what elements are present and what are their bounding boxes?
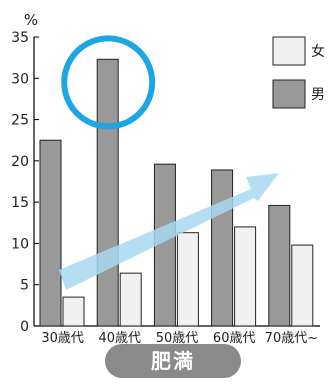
x-tick-label: 70歳代~	[265, 331, 318, 346]
legend-label: 女	[311, 43, 325, 60]
x-tick-label: 50歳代	[156, 331, 199, 346]
x-tick-label: 30歳代	[41, 331, 84, 346]
x-tick-label: 40歳代	[99, 331, 142, 346]
y-tick-label: 30	[11, 71, 29, 87]
bar-male	[39, 139, 62, 327]
bar-female	[62, 296, 85, 327]
bar-male	[211, 169, 234, 327]
highlight-circle	[61, 35, 156, 130]
y-tick-label: 15	[11, 195, 29, 211]
bar-female	[176, 232, 199, 327]
y-tick-label: 0	[20, 319, 29, 335]
legend-swatch	[272, 79, 306, 109]
bar-female	[291, 244, 314, 327]
bar-female	[234, 226, 257, 327]
y-tick-label: 10	[11, 236, 29, 252]
bar-male	[96, 58, 119, 327]
y-tick-label: 5	[20, 278, 29, 294]
legend-swatch	[272, 36, 306, 66]
x-tick-label: 60歳代	[213, 331, 256, 346]
bar-female	[119, 272, 142, 327]
y-tick-label: 20	[11, 154, 29, 170]
trend-arrow	[59, 173, 279, 290]
legend-label: 男	[311, 87, 325, 103]
y-unit-label: %	[24, 11, 38, 29]
y-tick-label: 25	[11, 113, 29, 129]
bar-male	[268, 204, 291, 327]
topic-badge: 肥満	[105, 344, 241, 378]
y-tick-label: 35	[11, 30, 29, 46]
